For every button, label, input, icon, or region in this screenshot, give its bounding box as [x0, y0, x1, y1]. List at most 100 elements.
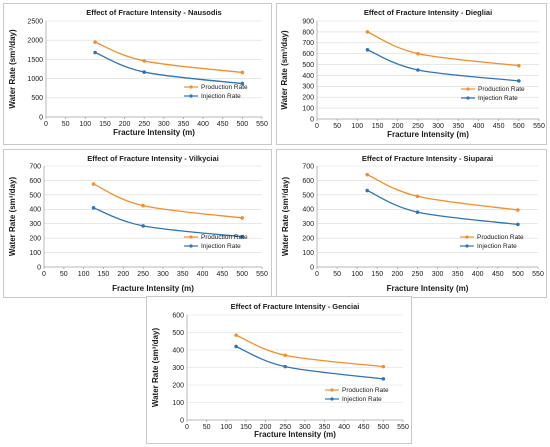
- y-tick-label: 500: [172, 330, 184, 337]
- y-tick-label: 600: [172, 312, 184, 319]
- series-line-production-rate: [93, 183, 243, 219]
- chart-title: Effect of Fracture Intensity - Genciai: [231, 302, 360, 311]
- legend-marker-injection-rate: [466, 96, 470, 100]
- x-tick-label: 400: [473, 123, 485, 130]
- chart-panel-siuparai: Effect of Fracture Intensity - Siuparai 0…: [276, 149, 547, 298]
- x-tick-label: 250: [138, 121, 150, 128]
- x-tick-label: 200: [260, 424, 272, 431]
- x-tick-label: 250: [412, 123, 424, 130]
- x-tick-label: 400: [197, 271, 209, 278]
- legend-marker-production-rate: [466, 87, 470, 91]
- data-point-production-rate: [240, 216, 244, 220]
- series-line-injection-rate: [366, 189, 518, 226]
- legend-label-injection-rate: Injection Rate: [478, 95, 518, 102]
- y-tick-label: 400: [29, 207, 41, 214]
- y-tick-label: 300: [29, 221, 41, 228]
- data-point-production-rate: [93, 40, 97, 44]
- x-tick-label: 150: [98, 271, 110, 278]
- data-point-injection-rate: [91, 206, 96, 210]
- y-tick-label: 2000: [27, 38, 43, 45]
- x-tick-label: 500: [236, 271, 248, 278]
- x-tick-label: 350: [177, 271, 189, 278]
- x-axis-label: Fracture Intensity (m): [254, 430, 336, 439]
- x-tick-label: 450: [492, 271, 504, 278]
- legend-marker-production-rate: [330, 388, 334, 392]
- chart-panel-nausodis: Effect of Fracture Intensity - Nausodis 0…: [3, 3, 272, 145]
- y-axis-label: Water Rate (sm³/day): [280, 30, 289, 110]
- x-tick-label: 200: [117, 271, 129, 278]
- y-axis-label: Water Rate (sm³/day): [8, 177, 17, 257]
- chart-genciai: Effect of Fracture Intensity - Genciai 0 1…: [151, 302, 409, 439]
- x-axis-label: Fracture Intensity (m): [387, 130, 469, 139]
- x-tick-label: 200: [119, 121, 131, 128]
- x-axis-label: Fracture Intensity (m): [112, 284, 194, 293]
- x-tick-label: 150: [371, 271, 383, 278]
- y-tick-label: 500: [302, 192, 314, 199]
- x-tick-label: 550: [533, 123, 545, 130]
- x-tick-label: 350: [319, 424, 331, 431]
- series-line-injection-rate: [235, 345, 384, 380]
- data-point-injection-rate: [142, 70, 146, 74]
- x-tick-label: 50: [333, 271, 341, 278]
- x-tick-label: 400: [472, 271, 484, 278]
- y-tick-label: 0: [39, 114, 43, 121]
- x-tick-label: 50: [203, 424, 211, 431]
- x-tick-label: 0: [42, 271, 46, 278]
- data-point-injection-rate: [365, 188, 370, 193]
- x-tick-label: 500: [512, 271, 524, 278]
- y-tick-label: 300: [302, 84, 314, 91]
- x-tick-label: 350: [452, 271, 464, 278]
- legend-marker-production-rate: [465, 235, 469, 239]
- y-tick-label: 200: [302, 95, 314, 102]
- chart-title: Effect of Fracture Intensity - Siuparai: [362, 154, 493, 163]
- x-tick-label: 100: [78, 271, 90, 278]
- y-tick-label: 600: [302, 51, 314, 58]
- series-line-injection-rate: [94, 51, 243, 85]
- data-point-injection-rate: [283, 364, 287, 369]
- legend-marker-injection-rate: [189, 244, 193, 248]
- legend-label-production-rate: Production Rate: [201, 234, 248, 241]
- data-point-production-rate: [91, 182, 96, 186]
- x-tick-label: 0: [185, 424, 189, 431]
- x-tick-label: 450: [493, 123, 505, 130]
- y-tick-label: 2500: [27, 18, 43, 25]
- x-tick-label: 100: [79, 121, 91, 128]
- y-axis-label: Water Rate (sm³/day): [281, 177, 290, 257]
- data-point-injection-rate: [365, 48, 370, 52]
- legend-marker-production-rate: [189, 85, 193, 89]
- y-axis-label: Water Rate (sm³/day): [8, 29, 17, 109]
- data-point-injection-rate: [381, 377, 386, 381]
- chart-panel-genciai: Effect of Fracture Intensity - Genciai 0 1…: [146, 296, 412, 444]
- chart-panel-vilkyciai: Effect of Fracture Intensity - Vilkyciai…: [3, 149, 272, 298]
- y-tick-label: 200: [302, 236, 314, 243]
- y-tick-label: 400: [302, 207, 314, 214]
- x-tick-label: 150: [99, 121, 111, 128]
- y-tick-label: 0: [180, 417, 184, 424]
- y-tick-label: 300: [172, 365, 184, 372]
- data-point-production-rate: [365, 30, 370, 34]
- chart-title: Effect of Fracture Intensity - Diegliai: [364, 8, 492, 17]
- legend-label-production-rate: Production Rate: [201, 84, 248, 91]
- series-line-injection-rate: [367, 49, 519, 82]
- y-axis-label: Water Rate (sm³/day): [151, 328, 160, 408]
- y-tick-label: 400: [172, 347, 184, 354]
- chart-diegliai: Effect of Fracture Intensity - Diegliai 0…: [280, 8, 545, 139]
- data-point-injection-rate: [416, 68, 420, 72]
- x-tick-label: 0: [315, 271, 319, 278]
- x-tick-label: 450: [217, 271, 229, 278]
- legend-label-production-rate: Production Rate: [342, 387, 389, 394]
- x-tick-label: 400: [338, 424, 350, 431]
- y-tick-label: 200: [172, 382, 184, 389]
- y-tick-label: 800: [302, 29, 314, 36]
- y-tick-label: 0: [310, 264, 314, 271]
- y-tick-label: 0: [310, 116, 314, 123]
- chart-title: Effect of Fracture Intensity - Vilkyciai: [87, 154, 219, 163]
- data-point-injection-rate: [415, 210, 420, 214]
- y-tick-label: 1000: [27, 76, 43, 83]
- y-tick-label: 1500: [27, 57, 43, 64]
- legend-label-injection-rate: Injection Rate: [342, 396, 382, 403]
- legend-marker-injection-rate: [465, 244, 469, 248]
- data-point-production-rate: [365, 172, 370, 177]
- x-tick-label: 150: [240, 424, 252, 431]
- legend-label-injection-rate: Injection Rate: [201, 93, 241, 100]
